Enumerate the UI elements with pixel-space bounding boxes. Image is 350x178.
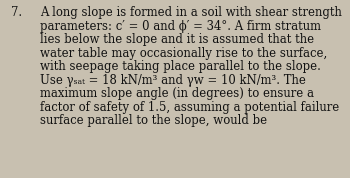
Text: lies below the slope and it is assumed that the: lies below the slope and it is assumed t… <box>40 33 314 46</box>
Text: surface parallel to the slope, would be: surface parallel to the slope, would be <box>40 114 267 127</box>
Text: 7.: 7. <box>10 6 22 19</box>
Text: A long slope is formed in a soil with shear strength: A long slope is formed in a soil with sh… <box>40 6 342 19</box>
Text: with seepage taking place parallel to the slope.: with seepage taking place parallel to th… <box>40 60 321 73</box>
Text: water table may occasionally rise to the surface,: water table may occasionally rise to the… <box>40 47 328 60</box>
Text: maximum slope angle (in degrees) to ensure a: maximum slope angle (in degrees) to ensu… <box>40 87 314 100</box>
Text: factor of safety of 1.5, assuming a potential failure: factor of safety of 1.5, assuming a pote… <box>40 101 340 114</box>
Text: Use γₛₐₜ = 18 kN/m³ and γw = 10 kN/m³. The: Use γₛₐₜ = 18 kN/m³ and γw = 10 kN/m³. T… <box>40 74 306 87</box>
Text: parameters: c′ = 0 and ϕ′ = 34°. A firm stratum: parameters: c′ = 0 and ϕ′ = 34°. A firm … <box>40 20 321 33</box>
